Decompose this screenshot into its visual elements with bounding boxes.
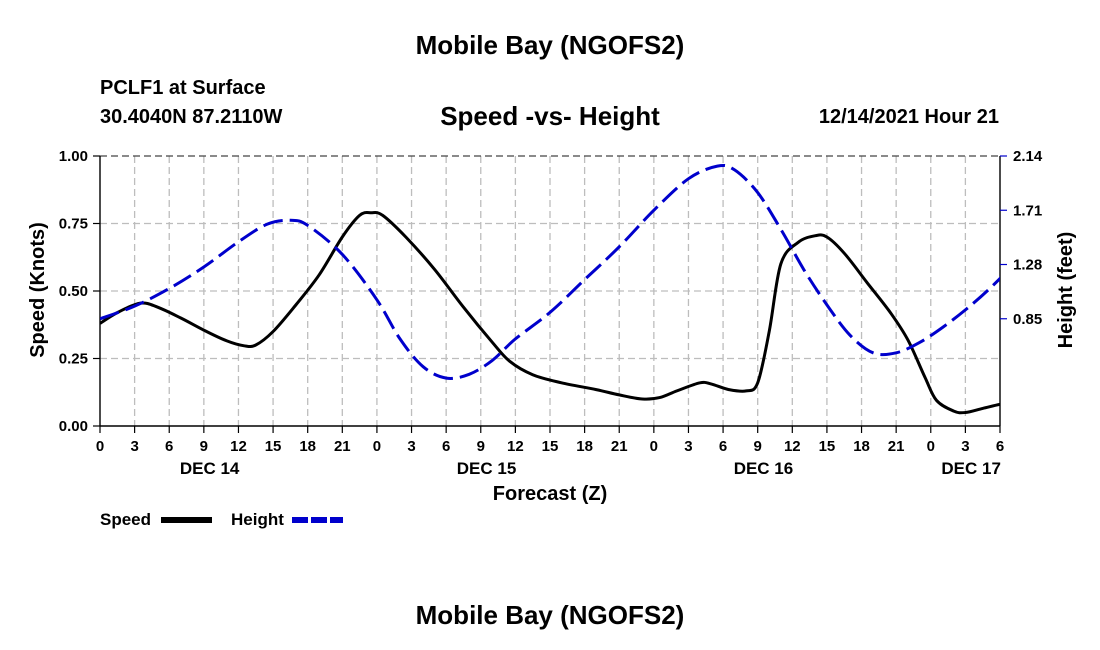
axis-ticks: 0 3 6 9 12 15 18 21 0 3 6 9 12 15 18 21 0 3 6 9 12 15 18 21 0 3 6 0… xyxy=(59,148,1043,478)
x-tick-label: 6 xyxy=(442,438,450,455)
x-tick-label: 21 xyxy=(888,438,905,455)
y2-tick-label: 2.14 xyxy=(1013,148,1043,165)
x-tick-label: 15 xyxy=(819,438,836,455)
data-series xyxy=(100,163,1000,415)
x-tick-label: 18 xyxy=(576,438,593,455)
date-label: DEC 14 xyxy=(180,459,240,478)
x-tick-label: 0 xyxy=(650,438,658,455)
x-tick-label: 18 xyxy=(299,438,316,455)
x-tick-label: 15 xyxy=(265,438,282,455)
y-tick-label: 0.25 xyxy=(59,351,88,368)
date-label: DEC 15 xyxy=(457,459,517,478)
legend-height-label: Height xyxy=(231,510,284,529)
y2-axis-label: Height (feet) xyxy=(1055,232,1077,349)
x-tick-label: 0 xyxy=(96,438,104,455)
x-tick-label: 3 xyxy=(407,438,415,455)
chart-subtitle: Speed -vs- Height xyxy=(440,101,660,131)
x-tick-label: 0 xyxy=(373,438,381,455)
datetime-label: 12/14/2021 Hour 21 xyxy=(818,106,999,128)
coordinates-label: 30.4040N 87.2110W xyxy=(100,106,283,128)
series-height-line xyxy=(100,163,1000,380)
x-tick-label: 6 xyxy=(165,438,173,455)
x-axis-label: Forecast (Z) xyxy=(493,483,607,505)
x-tick-label: 12 xyxy=(784,438,801,455)
x-tick-label: 3 xyxy=(961,438,969,455)
y-axis-label: Speed (Knots) xyxy=(27,222,49,358)
chart-title-repeat: Mobile Bay (NGOFS2) xyxy=(415,600,685,630)
x-tick-label: 21 xyxy=(611,438,628,455)
x-tick-label: 18 xyxy=(853,438,870,455)
station-label: PCLF1 at Surface xyxy=(100,77,266,99)
x-tick-label: 9 xyxy=(754,438,762,455)
x-tick-label: 6 xyxy=(719,438,727,455)
x-tick-label: 3 xyxy=(130,438,138,455)
series-speed-line xyxy=(100,210,1000,415)
x-tick-label: 3 xyxy=(684,438,692,455)
grid-lines xyxy=(100,156,1000,426)
x-tick-label: 9 xyxy=(477,438,485,455)
y-tick-label: 0.00 xyxy=(59,418,88,435)
y-tick-label: 0.75 xyxy=(59,216,88,233)
y2-tick-label: 1.28 xyxy=(1013,257,1042,274)
legend-speed-label: Speed xyxy=(100,510,151,529)
x-tick-label: 0 xyxy=(927,438,935,455)
date-label: DEC 17 xyxy=(941,459,1001,478)
x-tick-label: 12 xyxy=(507,438,524,455)
x-tick-label: 15 xyxy=(542,438,559,455)
y-tick-label: 0.50 xyxy=(59,283,88,300)
legend: Speed Height xyxy=(100,510,343,529)
x-tick-label: 21 xyxy=(334,438,351,455)
chart-title: Mobile Bay (NGOFS2) xyxy=(415,30,685,60)
y2-tick-label: 0.85 xyxy=(1013,311,1042,328)
date-label: DEC 16 xyxy=(734,459,794,478)
y2-tick-label: 1.71 xyxy=(1013,202,1042,219)
x-tick-label: 9 xyxy=(200,438,208,455)
x-tick-label: 6 xyxy=(996,438,1004,455)
x-tick-label: 12 xyxy=(230,438,247,455)
y-tick-label: 1.00 xyxy=(59,148,88,165)
